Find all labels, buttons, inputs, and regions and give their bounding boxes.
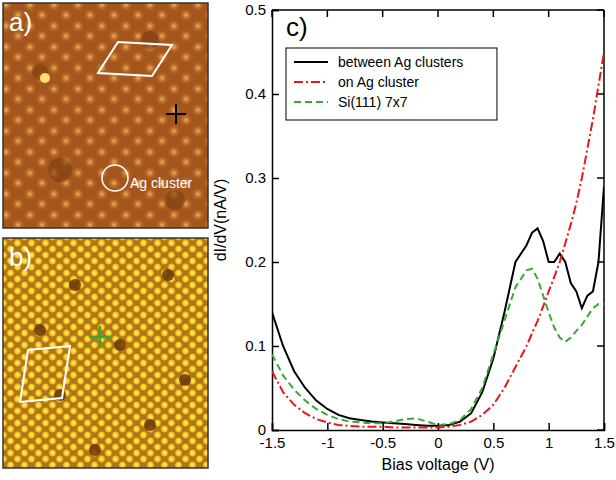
tick-mark [327,10,329,17]
bright-spot [40,73,50,83]
tip-position [166,104,186,124]
panel-b: b) [3,238,208,468]
tick-label: 1 [545,434,553,451]
corner-hole [179,374,191,386]
tick-mark [597,429,604,431]
corner-hole [162,269,174,281]
tick: 0.2 [245,253,279,270]
legend-swatch [294,81,328,83]
tick-label: 0 [434,434,442,451]
tick-mark [603,10,605,17]
tick-label: 0.5 [245,1,266,18]
tick-mark [272,178,279,180]
tick-label: 0.5 [483,434,504,451]
unit-cell [98,42,172,76]
tick: -1 [321,423,334,451]
legend: between Ag clusters on Ag cluster Si(111) … [286,48,497,120]
dark-region [165,190,185,210]
tick: 0.3 [245,169,279,186]
tick-label: 0.2 [245,253,266,270]
corner-hole [114,339,126,351]
tick-label: 0 [258,421,266,438]
tick-mark [597,345,604,347]
chart: -1.5-1-0.500.511.500.10.20.30.40.5Bias v… [212,1,615,473]
axis-title: dI/dV(nA/V) [212,179,229,262]
dark-region [141,31,159,49]
tick-mark [327,423,329,430]
tick-mark [272,346,279,348]
tick-mark [382,10,384,17]
corner-hole [144,419,156,431]
tick-label: 0.3 [245,169,266,186]
tick-mark [271,10,273,17]
corner-hole [34,324,46,336]
tick-label: 0.1 [245,337,266,354]
legend-label: between Ag clusters [338,54,463,70]
tick-mark [493,423,495,430]
axis-title: Bias voltage (V) [382,456,495,473]
tick-label: -0.5 [370,434,396,451]
tick-mark [272,430,279,432]
tick-mark [272,262,279,264]
legend-swatch [294,101,328,103]
tick: 0 [258,421,279,438]
panel-label: c) [286,12,308,42]
unit-cell [20,346,70,402]
series-line [272,186,604,425]
tick-mark [437,10,439,17]
corner-hole [89,444,101,456]
tick-label: -1 [321,434,334,451]
annotation: Ag cluster [130,175,193,191]
cluster-marker [102,165,128,191]
panel-label: a) [9,7,32,37]
corner-hole [69,279,81,291]
stm-image [3,238,208,468]
dark-region [48,158,72,182]
tip-position [89,326,111,348]
panel-a: Ag cluster a) [3,3,208,228]
tick-label: 0.4 [245,85,266,102]
tick-mark [597,9,604,11]
stm-image [3,3,208,228]
tick: 0.1 [245,337,279,354]
tick: 1 [545,423,553,451]
tick-mark [548,423,550,430]
legend-swatch [294,61,328,63]
tick-mark [272,94,279,96]
series-line [272,269,604,425]
tick-mark [597,177,604,179]
tick-mark [382,423,384,430]
tick-mark [493,10,495,17]
tick: 0.5 [483,423,504,451]
tick: 0.4 [245,85,279,102]
legend-label: Si(111) 7x7 [338,94,408,110]
tick-label: 1.5 [594,434,615,451]
frame [603,10,605,430]
tick-mark [548,10,550,17]
panel-label: b) [9,242,32,272]
legend-box [286,48,497,120]
legend-label: on Ag cluster [338,74,419,90]
figure: Ag clustera)b)-1.5-1-0.500.511.500.10.20… [0,0,616,480]
